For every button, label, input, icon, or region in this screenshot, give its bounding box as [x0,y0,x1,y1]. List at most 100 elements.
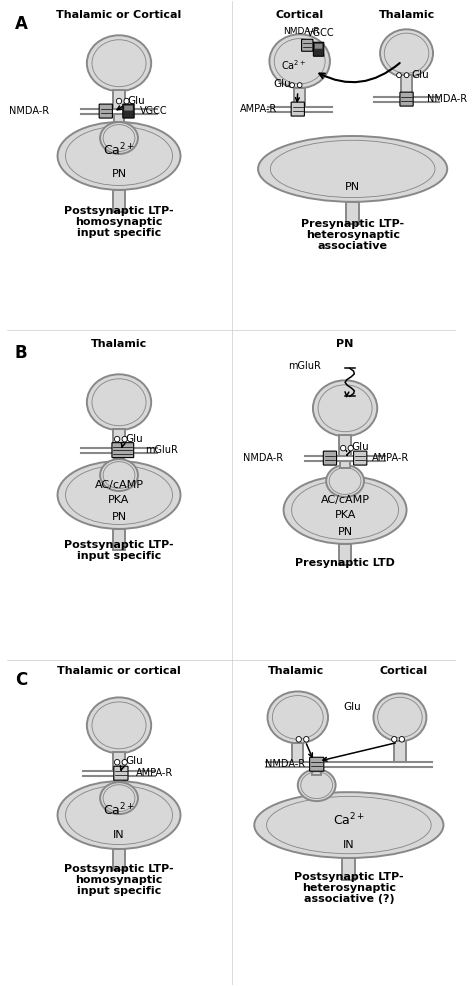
Text: VGCC: VGCC [140,106,167,116]
Ellipse shape [57,122,181,190]
FancyBboxPatch shape [112,443,134,458]
Text: Thalamic or Cortical: Thalamic or Cortical [56,10,182,21]
Text: PKA: PKA [109,495,130,505]
Bar [83,771,155,776]
Bar [346,202,359,224]
Bar [113,190,125,212]
FancyBboxPatch shape [315,43,322,48]
Text: A: A [15,16,28,34]
Ellipse shape [87,697,151,753]
Bar [340,461,350,468]
Text: heterosynaptic: heterosynaptic [302,882,396,893]
Ellipse shape [380,30,433,77]
Text: Thalamic: Thalamic [268,667,324,676]
Bar [113,752,125,771]
Text: Glu: Glu [125,756,143,766]
FancyBboxPatch shape [400,92,413,106]
Text: C: C [15,671,27,689]
Circle shape [392,737,397,742]
Bar [114,776,124,782]
Bar [113,429,125,448]
Text: PKA: PKA [334,510,356,520]
Text: PN: PN [337,339,354,349]
Text: Glu: Glu [351,442,369,453]
Bar [342,858,356,880]
Text: AC/cAMP: AC/cAMP [94,480,144,490]
Text: NMDA-R: NMDA-R [283,27,320,35]
Ellipse shape [258,136,447,202]
Ellipse shape [100,459,138,491]
Text: homosynaptic: homosynaptic [75,875,163,884]
Text: AMPA-R: AMPA-R [240,105,277,114]
Ellipse shape [100,122,138,154]
Bar [339,544,351,565]
Text: Ca$^{2+}$: Ca$^{2+}$ [103,802,135,818]
Text: Glu: Glu [411,70,428,80]
Circle shape [122,759,128,765]
Ellipse shape [298,769,336,802]
Text: PN: PN [111,169,127,178]
Text: associative: associative [318,241,388,250]
Bar [294,88,305,107]
FancyBboxPatch shape [301,39,313,51]
Text: mGluR: mGluR [146,445,178,456]
Text: mGluR: mGluR [288,361,321,372]
FancyBboxPatch shape [310,757,324,771]
Bar [81,109,157,114]
FancyBboxPatch shape [114,766,128,780]
Text: Glu: Glu [127,96,145,106]
Text: NMDA-R: NMDA-R [244,454,283,463]
Text: Postsynaptic LTP-: Postsynaptic LTP- [64,206,174,216]
Circle shape [404,73,409,78]
Text: Thalamic: Thalamic [378,10,435,21]
Bar [374,97,439,103]
Text: homosynaptic: homosynaptic [75,217,163,227]
Text: IN: IN [113,830,125,840]
Text: Ca$^{2+}$: Ca$^{2+}$ [103,142,135,159]
Text: Cortical: Cortical [380,667,428,676]
Ellipse shape [87,375,151,430]
Text: input specific: input specific [77,228,161,238]
Ellipse shape [313,381,377,436]
Text: Thalamic or cortical: Thalamic or cortical [57,667,181,676]
Text: Postsynaptic LTP-: Postsynaptic LTP- [294,872,404,881]
Ellipse shape [254,792,444,858]
Text: PN: PN [111,512,127,522]
Bar [292,743,303,762]
Circle shape [397,73,401,78]
Text: PN: PN [337,527,353,537]
FancyBboxPatch shape [99,105,112,118]
Circle shape [296,737,301,742]
Bar [401,75,412,97]
Text: Ca$^{2+}$: Ca$^{2+}$ [281,58,307,72]
FancyBboxPatch shape [291,103,304,116]
FancyBboxPatch shape [323,452,337,465]
Bar [394,741,406,762]
Circle shape [117,99,122,104]
Bar [114,114,124,122]
Ellipse shape [57,461,181,528]
Ellipse shape [87,35,151,91]
Text: AMPA-R: AMPA-R [136,768,173,778]
Text: PN: PN [345,181,360,192]
Text: Ca$^{2+}$: Ca$^{2+}$ [333,811,365,828]
Text: Glu: Glu [344,702,362,713]
FancyBboxPatch shape [313,42,324,56]
Text: VGCC: VGCC [307,29,334,38]
Bar [114,454,124,459]
Text: Postsynaptic LTP-: Postsynaptic LTP- [64,540,174,550]
Circle shape [340,446,346,451]
Text: associative (?): associative (?) [303,894,394,904]
Bar [113,849,125,870]
Text: Presynaptic LTP-: Presynaptic LTP- [301,219,404,229]
Text: Presynaptic LTD: Presynaptic LTD [295,558,395,568]
Circle shape [348,446,354,451]
Bar [267,107,332,112]
Bar [305,457,385,461]
Ellipse shape [267,691,328,743]
Bar [265,762,432,767]
Text: input specific: input specific [77,885,161,896]
Text: NMDA-R: NMDA-R [265,759,305,769]
Text: Cortical: Cortical [275,10,324,21]
FancyBboxPatch shape [124,106,133,110]
